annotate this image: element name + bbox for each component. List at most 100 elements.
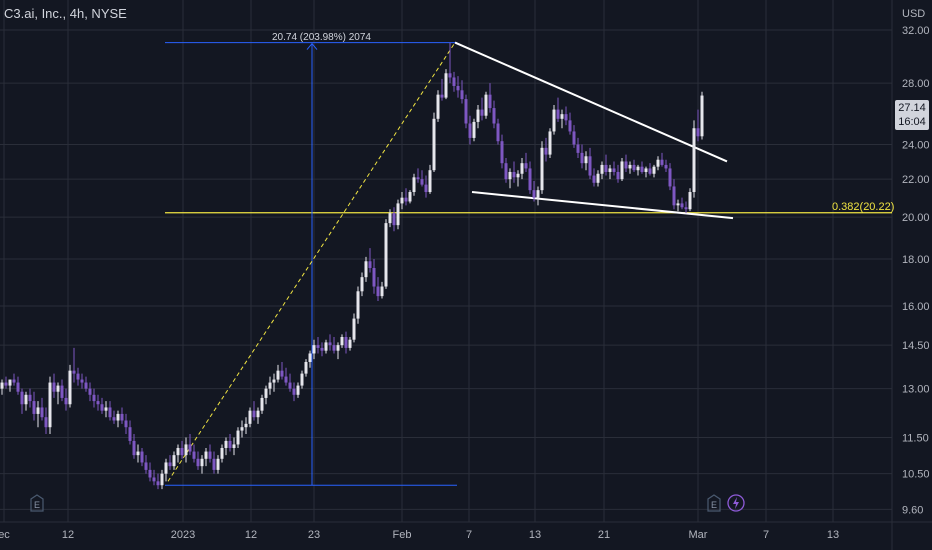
candle-body [432, 118, 436, 171]
last-price-value: 27.14 [898, 102, 926, 114]
candle-body [152, 477, 156, 482]
candle-body [440, 94, 444, 98]
candle-body [272, 379, 276, 383]
candle-body [116, 413, 120, 421]
candle-body [252, 410, 256, 418]
symbol-title[interactable]: C3.ai, Inc., 4h, NYSE [4, 6, 127, 21]
candle-body [8, 379, 12, 386]
earnings-icon[interactable]: E [30, 494, 44, 512]
candle-body [0, 382, 4, 389]
candle-body [664, 164, 668, 169]
candle-body [700, 95, 704, 137]
vertical-gridlines [3, 0, 834, 522]
candle-body [12, 379, 16, 383]
candle-body [484, 94, 488, 116]
candle-body [520, 163, 524, 174]
candle-body [644, 168, 648, 172]
y-tick-label: 14.50 [902, 340, 930, 352]
candle-body [204, 451, 208, 459]
time-axis[interactable]: ec 12 2023 12 23 Feb 7 13 21 Mar 7 13 [0, 521, 932, 541]
candle-body [628, 164, 632, 169]
candle-body [696, 128, 700, 137]
wedge-lower-trendline [471, 191, 734, 220]
candle-body [284, 376, 288, 383]
candle-body [388, 213, 392, 224]
candle-body [340, 336, 344, 346]
candle-body [564, 114, 568, 121]
lightning-icon[interactable] [727, 494, 745, 512]
candle-body [408, 192, 412, 202]
candle-body [156, 481, 160, 486]
candle-body [568, 120, 572, 132]
candle-body [84, 382, 88, 389]
candle-body [548, 131, 552, 155]
candle-body [640, 166, 644, 172]
candle-body [176, 447, 180, 456]
candle-body [44, 417, 48, 428]
x-tick-label: 13 [827, 529, 839, 541]
candle-body [684, 207, 688, 210]
earnings-icon[interactable]: E [707, 494, 721, 512]
candle-body [192, 451, 196, 459]
candle-body [188, 444, 192, 452]
candle-body [264, 388, 268, 398]
x-tick-label: 2023 [171, 529, 195, 541]
y-tick-label: 20.00 [902, 212, 930, 224]
candle-body [328, 342, 332, 346]
candle-body [680, 203, 684, 208]
earnings-label: E [711, 500, 717, 510]
y-tick-label: 22.00 [902, 174, 930, 186]
candle-body [604, 164, 608, 172]
candle-body [304, 361, 308, 374]
candle-body [76, 373, 80, 380]
candle-body [184, 444, 188, 456]
candle-body [488, 94, 492, 109]
y-tick-label: 18.00 [902, 254, 930, 266]
candle-body [480, 109, 484, 116]
candle-body [216, 458, 220, 470]
candle-body [220, 447, 224, 459]
candle-body [688, 192, 692, 210]
drawing-layer [165, 41, 892, 486]
y-tick-label: 9.60 [902, 504, 923, 516]
x-tick-label: 13 [529, 529, 541, 541]
candle-body [580, 152, 584, 164]
candle-body [96, 401, 100, 405]
currency-label: USD [902, 8, 926, 20]
candle-body [476, 109, 480, 122]
candle-body [148, 469, 152, 478]
candle-body [516, 173, 520, 178]
candle-body [404, 197, 408, 202]
candle-body [36, 407, 40, 414]
candle-body [620, 161, 624, 180]
candle-body [528, 168, 532, 191]
candle-body [336, 345, 340, 351]
candle-body [172, 455, 176, 467]
candle-body [672, 186, 676, 206]
candle-body [512, 171, 516, 178]
candle-body [692, 128, 696, 193]
candle-body [52, 382, 56, 392]
candle-body [32, 401, 36, 414]
candle-body [572, 131, 576, 145]
candle-body [456, 85, 460, 91]
candle-body [348, 339, 352, 348]
y-tick-label: 11.50 [902, 432, 929, 444]
candle-body [248, 410, 252, 424]
candle-body [504, 163, 508, 180]
candle-body [160, 473, 164, 486]
candle-body [20, 391, 24, 405]
candle-body [316, 345, 320, 348]
projection-dashed-line [167, 42, 456, 482]
candle-body [24, 394, 28, 405]
candle-body [196, 458, 200, 467]
candle-body [428, 170, 432, 193]
y-tick-label: 28.00 [902, 78, 930, 90]
price-axis[interactable]: 9.60 10.50 11.50 13.00 14.50 16.00 18.00 20.00 2… [891, 0, 930, 550]
candle-body [500, 141, 504, 164]
candle-body [472, 121, 476, 138]
candle-body [508, 171, 512, 180]
candle-body [212, 458, 216, 470]
candle-body [208, 451, 212, 459]
